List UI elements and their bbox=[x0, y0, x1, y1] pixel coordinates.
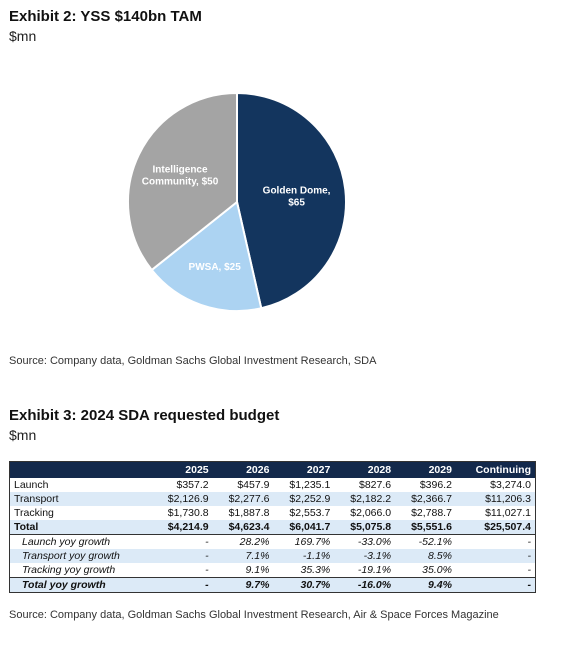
table-cell: 35.0% bbox=[422, 564, 452, 576]
exhibit2-source: Source: Company data, Goldman Sachs Glob… bbox=[9, 355, 377, 367]
pie-chart: Golden Dome, $65 PWSA, $25 Intelligence Comm… bbox=[127, 91, 347, 312]
table-cell: -33.0% bbox=[357, 536, 392, 548]
header-cell bbox=[9, 461, 152, 478]
table-row: Transport yoy growth - 7.1% -1.1% -3.1% … bbox=[9, 549, 536, 563]
table-row: Launch yoy growth - 28.2% 169.7% -33.0% … bbox=[10, 535, 536, 550]
table-cell: $2,126.9 bbox=[151, 492, 213, 506]
table-cell: $1,730.8 bbox=[167, 507, 209, 519]
table-cell: - bbox=[151, 577, 213, 593]
row-label: Transport yoy growth bbox=[9, 549, 152, 563]
table-cell: - bbox=[527, 536, 532, 548]
pie-label-golden-dome: Golden Dome, $65 bbox=[263, 185, 331, 208]
table-cell: -3.1% bbox=[334, 549, 396, 563]
table-cell: - bbox=[205, 536, 209, 548]
row-label: Tracking bbox=[14, 507, 54, 519]
table-cell: $2,277.6 bbox=[212, 492, 274, 506]
table-cell: 30.7% bbox=[273, 577, 335, 593]
table-row-total: Total $4,214.9 $4,623.4 $6,041.7 $5,075.… bbox=[9, 520, 536, 535]
exhibit3-title: Exhibit 3: 2024 SDA requested budget bbox=[9, 407, 280, 424]
table-cell: $457.9 bbox=[237, 479, 270, 491]
row-label: Launch bbox=[14, 479, 49, 491]
table-cell: $3,274.0 bbox=[490, 479, 531, 491]
exhibit2-unit: $mn bbox=[9, 28, 37, 44]
table-row: Tracking yoy growth - 9.1% 35.3% -19.1% … bbox=[10, 563, 536, 578]
pie-slice-pwsa bbox=[150, 200, 263, 312]
row-label: Tracking yoy growth bbox=[22, 564, 116, 576]
table-cell: -52.1% bbox=[418, 536, 452, 548]
table-cell: - bbox=[527, 564, 532, 576]
table-cell: 28.2% bbox=[239, 536, 270, 548]
row-label: Total bbox=[9, 520, 152, 535]
header-cell: 2025 bbox=[151, 461, 213, 478]
table-cell: - bbox=[205, 564, 209, 576]
table-cell: $2,182.2 bbox=[334, 492, 396, 506]
exhibit3-source: Source: Company data, Goldman Sachs Glob… bbox=[9, 609, 499, 621]
table-row: Transport $2,126.9 $2,277.6 $2,252.9 $2,… bbox=[9, 492, 536, 506]
table-cell: $11,206.3 bbox=[455, 492, 536, 506]
header-cell: 2028 bbox=[334, 461, 396, 478]
header-cell: 2026 bbox=[212, 461, 274, 478]
table-row: Launch $357.2 $457.9 $1,235.1 $827.6 $39… bbox=[10, 478, 536, 492]
header-cell: 2027 bbox=[273, 461, 335, 478]
pie-label-pwsa: PWSA, $25 bbox=[189, 262, 242, 273]
table-cell: $1,235.1 bbox=[289, 479, 331, 491]
pie-slice-intelligence-community bbox=[127, 91, 238, 272]
table-cell: - bbox=[455, 549, 536, 563]
table-cell: $2,788.7 bbox=[411, 507, 452, 519]
budget-table: 2025 2026 2027 2028 2029 Continuing Laun… bbox=[9, 461, 536, 593]
table-cell: 8.5% bbox=[395, 549, 456, 563]
header-cell: Continuing bbox=[455, 461, 536, 478]
table-cell: $1,887.8 bbox=[228, 507, 270, 519]
table-cell: $6,041.7 bbox=[273, 520, 335, 535]
table-cell: 7.1% bbox=[212, 549, 274, 563]
table-cell: 9.7% bbox=[212, 577, 274, 593]
table-cell: 169.7% bbox=[294, 536, 331, 548]
table-cell: $4,623.4 bbox=[212, 520, 274, 535]
table-cell: $357.2 bbox=[176, 479, 209, 491]
table-cell: $2,553.7 bbox=[289, 507, 331, 519]
row-label: Transport bbox=[9, 492, 152, 506]
pie-slice-golden-dome bbox=[236, 91, 347, 310]
exhibit3-unit: $mn bbox=[9, 427, 37, 443]
row-label: Total yoy growth bbox=[9, 577, 152, 593]
table-cell: $5,075.8 bbox=[334, 520, 396, 535]
table-cell: $827.6 bbox=[358, 479, 392, 491]
table-cell: $2,066.0 bbox=[350, 507, 392, 519]
table-cell: - bbox=[151, 549, 213, 563]
table-cell: 9.1% bbox=[245, 564, 270, 576]
table-cell: $4,214.9 bbox=[151, 520, 213, 535]
table-row-total-growth: Total yoy growth - 9.7% 30.7% -16.0% 9.4… bbox=[9, 577, 536, 593]
table-cell: 35.3% bbox=[300, 564, 331, 576]
table-row: Tracking $1,730.8 $1,887.8 $2,553.7 $2,0… bbox=[10, 506, 536, 520]
table-cell: -1.1% bbox=[273, 549, 335, 563]
table-cell: $25,507.4 bbox=[455, 520, 536, 535]
table-cell: $5,551.6 bbox=[395, 520, 456, 535]
exhibit2-title: Exhibit 2: YSS $140bn TAM bbox=[9, 8, 202, 25]
table-cell: - bbox=[455, 577, 536, 593]
table-cell: -19.1% bbox=[357, 564, 392, 576]
pie-label-intelligence-community: Intelligence Community, $50 bbox=[142, 165, 219, 188]
header-cell: 2029 bbox=[395, 461, 456, 478]
table-header-row: 2025 2026 2027 2028 2029 Continuing bbox=[9, 461, 536, 478]
table-cell: $11,027.1 bbox=[485, 507, 531, 519]
table-cell: $2,252.9 bbox=[273, 492, 335, 506]
row-label: Launch yoy growth bbox=[22, 536, 111, 548]
table-cell: $2,366.7 bbox=[395, 492, 456, 506]
table-cell: -16.0% bbox=[334, 577, 396, 593]
table-cell: 9.4% bbox=[395, 577, 456, 593]
table-cell: $396.2 bbox=[419, 479, 452, 491]
